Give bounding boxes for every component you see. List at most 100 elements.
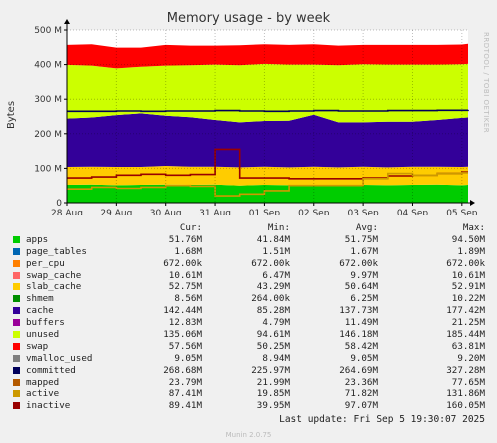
legend-row-per-cpu: per_cpu 672.00k 672.00k 672.00k 672.00k [12,258,490,270]
legend-name: per_cpu [26,257,65,269]
legend-value: 57.56M [168,340,202,352]
legend-value: 10.61M [451,269,485,281]
legend-value: 6.47M [262,269,290,281]
legend-swatch [13,235,20,243]
legend-value: 63.81M [451,340,485,352]
legend-value: 10.61M [168,269,202,281]
legend-header: Cur: Min: Avg: Max: [12,222,490,234]
legend-value: 58.42M [344,340,378,352]
legend-row-unused: unused 135.06M 94.61M 146.18M 185.44M [12,329,490,341]
legend-value: 146.18M [339,329,378,341]
legend-value: 9.05M [350,352,378,364]
munin-version: Munin 2.0.75 [225,431,272,439]
legend-value: 71.82M [344,388,378,400]
legend-swatch [13,366,20,374]
legend-row-vmalloc-used: vmalloc_used 9.05M 8.94M 9.05M 9.20M [12,353,490,365]
legend-value: 87.41M [168,388,202,400]
y-tick-label: 100 M [34,164,62,174]
area-unused [67,63,468,123]
area-slab-cache [67,166,468,186]
legend-name: mapped [26,376,60,388]
legend-row-mapped: mapped 23.79M 21.99M 23.36M 77.65M [12,377,490,389]
legend-value: 50.25M [256,340,290,352]
area-swap [67,43,468,69]
legend-value: 9.97M [350,269,378,281]
legend-row-swap-cache: swap_cache 10.61M 6.47M 9.97M 10.61M [12,270,490,282]
x-tick-label: 30 Aug [150,209,182,215]
legend-value: 135.06M [163,329,202,341]
legend-value: 225.97M [251,364,290,376]
legend-swatch [13,390,20,398]
legend: Cur: Min: Avg: Max: apps 51.76M 41.84M 51.7… [12,222,490,412]
legend-value: 21.25M [451,317,485,329]
legend-value: 1.89M [457,245,485,257]
legend-swatch [13,378,20,386]
legend-name: swap [26,340,49,352]
x-tick-label: 03 Sep [347,209,379,215]
legend-value: 142.44M [163,305,202,317]
legend-swatch [13,354,20,362]
legend-value: 672.00k [339,257,378,269]
legend-swatch [13,319,20,327]
legend-value: 10.22M [451,293,485,305]
legend-value: 672.00k [446,257,485,269]
legend-swatch [13,295,20,303]
legend-value: 327.28M [446,364,485,376]
legend-swatch [13,331,20,339]
y-axis-arrow [64,19,70,24]
y-tick-label: 0 [56,199,62,209]
legend-value: 39.95M [256,400,290,412]
legend-value: 8.94M [262,352,290,364]
legend-value: 89.41M [168,400,202,412]
legend-value: 4.79M [262,317,290,329]
x-tick-layer: 28 Aug 29 Aug 30 Aug 31 Aug 01 Sep 02 Sep 03 S… [51,209,478,215]
x-tick-label: 29 Aug [100,209,132,215]
legend-value: 672.00k [163,257,202,269]
legend-value: 268.68M [163,364,202,376]
legend-value: 50.64M [344,281,378,293]
x-tick-label: 01 Sep [249,209,281,215]
memory-chart: Memory usage - by week RRDTOOL / TOBI OE… [6,11,490,215]
chart-title: Memory usage - by week [167,11,331,26]
legend-value: 52.75M [168,281,202,293]
legend-value: 77.65M [451,376,485,388]
y-tick-label: 400 M [34,61,62,71]
legend-name: buffers [26,317,65,329]
y-tick-label: 500 M [34,26,62,36]
area-apps [67,184,468,203]
legend-row-shmem: shmem 8.56M 264.00k 6.25M 10.22M [12,293,490,305]
legend-row-swap: swap 57.56M 50.25M 58.42M 63.81M [12,341,490,353]
legend-value: 160.05M [446,400,485,412]
legend-value: 1.51M [262,245,290,257]
legend-value: 9.20M [457,352,485,364]
legend-name: swap_cache [26,269,82,281]
legend-value: 12.83M [168,317,202,329]
legend-row-cache: cache 142.44M 85.28M 137.73M 177.42M [12,305,490,317]
line-layer [67,109,469,197]
legend-value: 21.99M [256,376,290,388]
area-layer [67,43,468,203]
legend-row-slab-cache: slab_cache 52.75M 43.29M 50.64M 52.91M [12,281,490,293]
legend-value: 131.86M [446,388,485,400]
legend-row-buffers: buffers 12.83M 4.79M 11.49M 21.25M [12,317,490,329]
x-tick-label: 04 Sep [397,209,429,215]
legend-value: 185.44M [446,329,485,341]
legend-swatch [13,271,20,279]
legend-rows: apps 51.76M 41.84M 51.75M 94.50M page_tables 1… [12,234,490,412]
legend-value: 1.68M [174,245,202,257]
legend-name: shmem [26,293,54,305]
x-axis-arrow [470,200,475,206]
legend-row-active: active 87.41M 19.85M 71.82M 131.86M [12,388,490,400]
legend-value: 9.05M [174,352,202,364]
legend-value: 19.85M [256,388,290,400]
legend-row-committed: committed 268.68M 225.97M 264.69M 327.28M [12,365,490,377]
legend-name: inactive [26,400,71,412]
legend-value: 51.76M [168,233,202,245]
legend-value: 23.36M [344,376,378,388]
legend-value: 94.61M [256,329,290,341]
legend-name: vmalloc_used [26,352,93,364]
legend-swatch [13,307,20,315]
legend-value: 52.91M [451,281,485,293]
area-cache [67,113,468,168]
legend-row-page-tables: page_tables 1.68M 1.51M 1.67M 1.89M [12,246,490,258]
